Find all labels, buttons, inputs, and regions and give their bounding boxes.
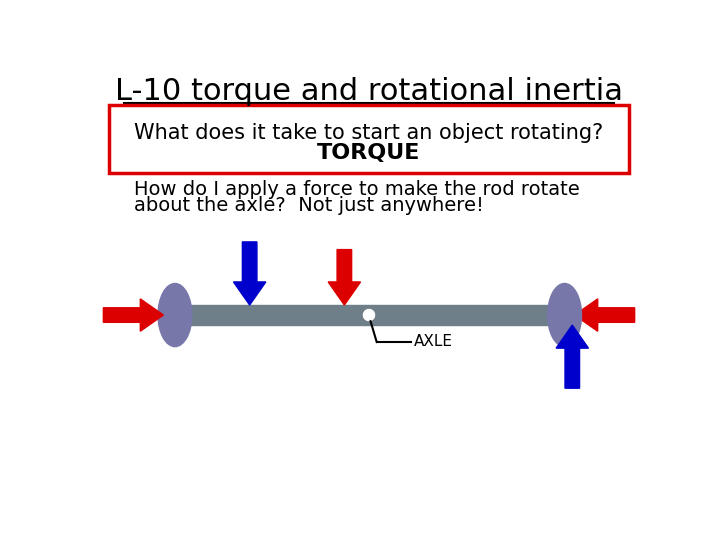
Bar — [109, 105, 629, 173]
Text: How do I apply a force to make the rod rotate: How do I apply a force to make the rod r… — [134, 180, 580, 199]
FancyArrow shape — [104, 299, 163, 331]
Circle shape — [364, 309, 374, 320]
Text: L-10 torque and rotational inertia: L-10 torque and rotational inertia — [115, 77, 623, 106]
FancyArrow shape — [575, 299, 634, 331]
FancyArrow shape — [556, 325, 588, 388]
FancyArrow shape — [233, 242, 266, 305]
Text: What does it take to start an object rotating?: What does it take to start an object rot… — [135, 123, 603, 143]
Text: TORQUE: TORQUE — [318, 143, 420, 163]
Text: about the axle?  Not just anywhere!: about the axle? Not just anywhere! — [134, 196, 484, 215]
Text: AXLE: AXLE — [414, 334, 453, 349]
FancyArrow shape — [328, 249, 361, 305]
Ellipse shape — [548, 284, 582, 347]
Bar — [180, 305, 560, 325]
Ellipse shape — [158, 284, 192, 347]
